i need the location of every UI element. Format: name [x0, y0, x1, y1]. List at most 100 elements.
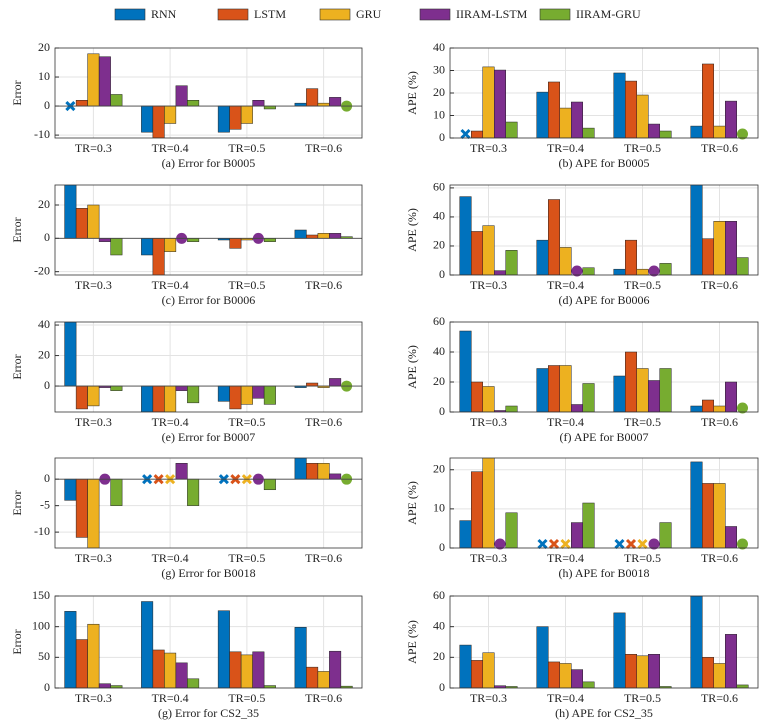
bar	[329, 233, 342, 239]
bars	[64, 185, 353, 275]
bar	[294, 458, 307, 480]
bar	[329, 650, 342, 688]
marker-x	[614, 538, 625, 550]
bar	[559, 365, 572, 412]
bar	[110, 478, 123, 506]
bar	[725, 100, 737, 138]
bar	[736, 257, 749, 275]
bars	[459, 330, 737, 412]
bar	[75, 100, 88, 107]
y-tick-label: 60	[433, 180, 445, 194]
y-tick-label: 0	[44, 680, 50, 694]
bar	[505, 405, 518, 412]
legend-swatch	[419, 8, 451, 21]
x-tick-label: TR=0.6	[701, 551, 738, 565]
bar	[252, 651, 265, 688]
bar	[582, 267, 595, 275]
legend-label: LSTM	[254, 7, 286, 21]
panel: -10 0 10 20 TR=0.3 TR=0.4 TR=0.5 TR=0.6 Error (a)…	[10, 40, 363, 170]
bar	[175, 385, 188, 391]
bar	[702, 238, 714, 275]
bar	[87, 385, 100, 407]
legend-label: IIRAM-LSTM	[456, 7, 528, 21]
bar	[659, 522, 672, 548]
bar	[659, 686, 672, 688]
x-tick-label: TR=0.5	[228, 691, 265, 705]
x-tick-label: TR=0.5	[624, 415, 661, 429]
bar	[87, 623, 100, 688]
plot-frame	[54, 595, 363, 689]
marker-x	[537, 538, 548, 550]
bar	[187, 100, 200, 107]
panel: 0 50 100 150 TR=0.3 TR=0.4 TR=0.5 TR=0.6 Error (g…	[10, 588, 363, 720]
y-tick-label: 0	[439, 130, 445, 144]
bar	[659, 368, 672, 412]
bar	[613, 72, 626, 138]
bar	[625, 239, 637, 275]
bar	[559, 107, 572, 138]
bar	[64, 185, 77, 239]
bar	[713, 663, 726, 688]
marker-circle	[737, 128, 748, 140]
bar	[217, 610, 230, 688]
y-tick-label: 10	[433, 501, 445, 515]
bar	[471, 660, 483, 688]
bar	[482, 386, 495, 412]
x-tick-label: TR=0.6	[305, 415, 342, 429]
bar	[536, 368, 549, 412]
x-tick-label: TR=0.5	[228, 278, 265, 292]
bar	[471, 381, 483, 412]
bar	[317, 463, 330, 480]
bar	[613, 268, 626, 275]
x-tick-label: TR=0.6	[305, 141, 342, 155]
plot-frame	[449, 184, 759, 276]
x-tick-label: TR=0.4	[152, 551, 189, 565]
bar	[306, 88, 319, 107]
x-tick-label: TR=0.3	[75, 415, 112, 429]
legend-swatch	[319, 8, 351, 21]
x-tick-label: TR=0.4	[547, 551, 584, 565]
bar	[505, 512, 518, 548]
x-tick-label: TR=0.3	[75, 141, 112, 155]
bar	[636, 268, 649, 275]
y-axis-label: APE (%)	[405, 208, 419, 252]
y-tick-label: 0	[439, 540, 445, 554]
y-tick-label: 20	[433, 461, 445, 475]
panel-caption: (g) Error for B0018	[161, 566, 255, 580]
legend-swatch	[217, 8, 249, 21]
bar	[690, 185, 703, 275]
bar	[713, 483, 726, 548]
y-tick-label: 100	[32, 618, 50, 632]
y-tick-label: 0	[44, 98, 50, 112]
x-tick-label: TR=0.4	[152, 141, 189, 155]
bar	[175, 85, 188, 107]
bar	[217, 105, 230, 133]
bars	[64, 601, 353, 688]
y-axis-label: Error	[10, 490, 24, 515]
x-tick-label: TR=0.6	[305, 551, 342, 565]
bar	[736, 684, 749, 688]
plot-frame	[449, 47, 759, 139]
bar	[240, 105, 253, 124]
y-axis-label: APE (%)	[405, 481, 419, 525]
x-tick-label: TR=0.6	[701, 415, 738, 429]
bar	[229, 651, 242, 688]
x-tick-label: TR=0.6	[701, 691, 738, 705]
x-tick-label: TR=0.3	[470, 278, 507, 292]
bar	[317, 671, 330, 688]
bar	[152, 649, 165, 688]
y-tick-label: 60	[433, 588, 445, 602]
y-tick-label: 20	[433, 238, 445, 252]
bar	[294, 627, 307, 688]
x-tick-label: TR=0.3	[470, 691, 507, 705]
bar	[141, 601, 154, 688]
bars	[64, 322, 342, 412]
x-tick-label: TR=0.3	[470, 551, 507, 565]
bar	[141, 105, 154, 133]
bar	[713, 221, 726, 275]
x-tick-label: TR=0.4	[547, 691, 584, 705]
y-axis-label: Error	[10, 354, 24, 379]
x-tick-label: TR=0.5	[624, 551, 661, 565]
bar	[252, 100, 265, 107]
panel: -20 0 20 TR=0.3 TR=0.4 TR=0.5 TR=0.6 Error (c) E…	[10, 184, 363, 307]
